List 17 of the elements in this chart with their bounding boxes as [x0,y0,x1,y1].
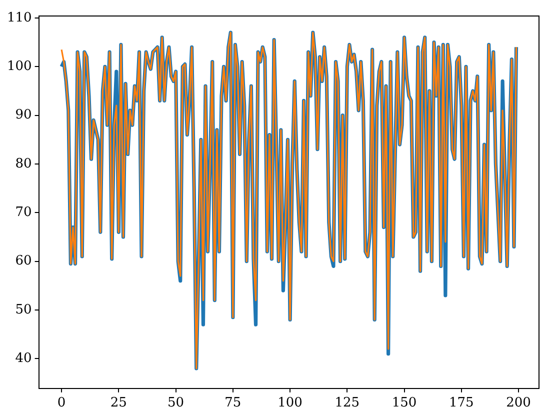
y-tick-label: 60 [15,254,32,269]
x-tick-label: 50 [168,396,184,411]
y-tick-label: 80 [15,156,32,172]
x-tick-label: 150 [392,396,417,411]
y-tick-label: 110 [6,10,32,26]
y-tick-label: 40 [15,351,32,366]
x-tick-label: 125 [334,396,360,411]
y-tick-label: 50 [15,302,32,318]
x-tick-label: 25 [110,396,127,411]
x-tick-label: 175 [449,396,474,411]
x-tick-label: 200 [506,396,531,411]
y-tick-label: 70 [15,205,32,220]
x-tick-label: 75 [224,396,242,411]
x-tick-label: 0 [57,396,66,411]
y-tick-label: 90 [15,108,32,123]
x-tick-label: 100 [278,396,302,411]
y-tick-label: 100 [6,59,32,74]
